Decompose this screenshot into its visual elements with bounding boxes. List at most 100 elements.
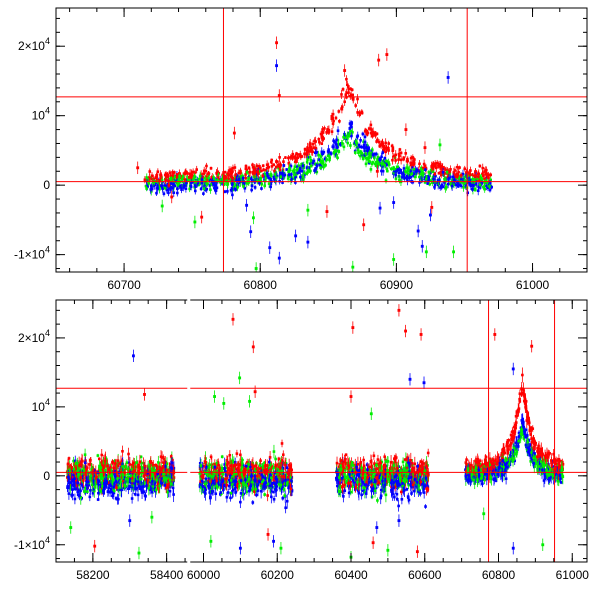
data-point-green <box>482 186 485 189</box>
data-point-blue <box>359 139 362 142</box>
data-point-blue <box>392 201 395 204</box>
data-point-blue <box>472 184 475 187</box>
data-point-green <box>86 490 89 493</box>
data-point-green <box>444 178 447 181</box>
data-point-blue <box>350 122 353 125</box>
data-point-blue <box>134 493 137 496</box>
data-point-blue <box>451 185 454 188</box>
data-point-blue <box>160 482 163 485</box>
data-point-green <box>139 478 142 481</box>
data-point-green <box>287 170 290 173</box>
data-point-blue <box>356 135 359 138</box>
y-tick-label: 0 <box>43 178 50 192</box>
data-point-blue <box>394 174 397 177</box>
data-point-green <box>162 473 165 476</box>
data-point-red <box>438 172 441 175</box>
data-point-red <box>469 169 472 172</box>
data-point-red <box>166 484 169 487</box>
data-point-green <box>322 166 325 169</box>
data-point-red <box>121 450 124 453</box>
data-point-blue <box>335 139 338 142</box>
data-point-red <box>456 175 459 178</box>
data-point-red <box>234 166 237 169</box>
data-point-green <box>387 161 390 164</box>
data-point-green <box>480 177 483 180</box>
data-point-blue <box>296 172 299 175</box>
data-point-blue <box>327 150 330 153</box>
data-point-blue <box>79 490 82 493</box>
data-point-green <box>341 142 344 145</box>
data-point-red <box>384 142 387 145</box>
data-point-red <box>117 459 120 462</box>
data-point-red <box>376 170 379 173</box>
data-point-red <box>412 163 415 166</box>
data-point-green <box>386 167 389 170</box>
data-point-red <box>312 143 315 146</box>
data-point-blue <box>234 188 237 191</box>
data-point-red <box>397 158 400 161</box>
data-point-blue <box>384 157 387 160</box>
data-point-red <box>482 174 485 177</box>
data-point-red <box>332 122 335 125</box>
data-point-blue <box>279 172 282 175</box>
data-point-green <box>268 182 271 185</box>
data-point-red <box>156 175 159 178</box>
data-point-red <box>239 170 242 173</box>
data-point-blue <box>145 485 148 488</box>
data-point-green <box>319 166 322 169</box>
data-point-green <box>126 461 129 464</box>
data-point-blue <box>182 186 185 189</box>
data-point-red <box>252 171 255 174</box>
data-point-green <box>153 469 156 472</box>
data-point-red <box>406 160 409 163</box>
data-point-red <box>314 140 317 143</box>
data-point-blue <box>194 190 197 193</box>
data-point-red <box>460 174 463 177</box>
data-point-green <box>348 133 351 136</box>
data-point-red <box>320 142 323 145</box>
data-point-green <box>370 168 373 171</box>
data-point-blue <box>137 494 140 497</box>
data-point-red <box>371 134 374 137</box>
data-point-blue <box>185 187 188 190</box>
data-point-blue <box>239 501 242 504</box>
data-point-blue <box>114 475 117 478</box>
data-point-green <box>393 168 396 171</box>
data-point-red <box>170 196 173 199</box>
data-point-blue <box>164 484 167 487</box>
data-point-green <box>204 177 207 180</box>
data-point-red <box>106 465 109 468</box>
data-point-red <box>305 152 308 155</box>
data-point-green <box>361 152 364 155</box>
data-point-blue <box>151 480 154 483</box>
data-point-red <box>345 78 348 81</box>
data-point-red <box>385 53 388 56</box>
data-point-green <box>107 476 110 479</box>
data-point-green <box>207 177 210 180</box>
data-point-red <box>400 159 403 162</box>
data-point-red <box>160 455 163 458</box>
data-point-blue <box>366 150 369 153</box>
data-point-green <box>392 258 395 261</box>
x-tick-label: 60800 <box>244 278 278 292</box>
data-point-blue <box>250 177 253 180</box>
data-point-blue <box>362 133 365 136</box>
data-point-red <box>233 132 236 135</box>
data-point-red <box>111 461 114 464</box>
data-point-red <box>487 177 490 180</box>
data-point-red <box>399 148 402 151</box>
data-point-blue <box>475 182 478 185</box>
data-point-blue <box>134 488 137 491</box>
data-point-red <box>88 463 91 466</box>
data-point-blue <box>380 170 383 173</box>
data-point-green <box>368 155 371 158</box>
data-point-green <box>124 485 127 488</box>
data-point-red <box>368 127 371 130</box>
data-point-blue <box>288 173 291 176</box>
data-point-red <box>343 100 346 103</box>
data-point-green <box>148 487 151 490</box>
data-point-blue <box>167 192 170 195</box>
data-point-red <box>296 156 299 159</box>
data-point-blue <box>270 496 273 499</box>
